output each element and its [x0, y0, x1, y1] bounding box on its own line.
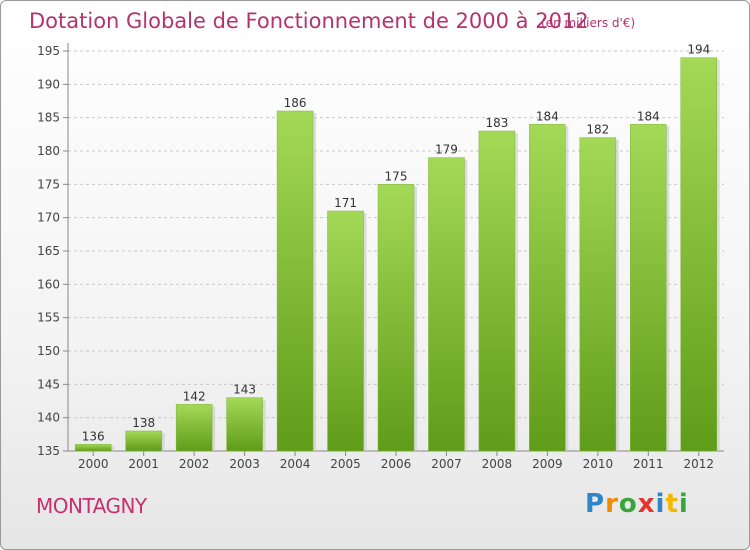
value-label: 142	[183, 389, 206, 403]
x-tick-label: 2004	[280, 457, 311, 471]
y-tick-label: 140	[37, 411, 60, 425]
commune-name: MONTAGNY	[36, 494, 147, 518]
bar-2005	[327, 210, 364, 452]
value-label: 184	[536, 109, 559, 123]
y-tick-label: 185	[37, 111, 60, 125]
value-label: 143	[233, 383, 256, 397]
y-tick-label: 145	[37, 377, 60, 391]
y-tick-label: 135	[37, 444, 60, 458]
value-label: 194	[687, 43, 710, 57]
x-tick-label: 2012	[683, 457, 714, 471]
bar-2003	[226, 397, 263, 452]
value-label: 171	[334, 196, 357, 210]
y-tick-label: 160	[37, 277, 60, 291]
value-label: 138	[132, 416, 155, 430]
bar-2001	[125, 430, 162, 452]
bar-2007	[428, 157, 465, 452]
bar-2012	[680, 57, 718, 452]
y-tick-label: 150	[37, 344, 60, 358]
y-tick-label: 155	[37, 311, 60, 325]
x-tick-label: 2008	[482, 457, 513, 471]
y-tick-label: 175	[37, 177, 60, 191]
x-tick-label: 2011	[633, 457, 664, 471]
proxiti-logo: Proxiti	[585, 489, 689, 519]
bar-2009	[529, 124, 566, 452]
y-tick-label: 190	[37, 77, 60, 91]
chart-unit: (en milliers d'€)	[541, 16, 636, 30]
x-tick-label: 2001	[128, 457, 159, 471]
bar-2006	[377, 184, 415, 452]
x-tick-label: 2007	[431, 457, 462, 471]
x-tick-label: 2006	[381, 457, 412, 471]
y-tick-label: 180	[37, 144, 60, 158]
value-label: 186	[284, 96, 307, 110]
value-label: 182	[586, 123, 609, 137]
x-tick-label: 2003	[229, 457, 260, 471]
value-label: 184	[637, 109, 660, 123]
bar-2008	[478, 130, 516, 452]
value-label: 136	[82, 429, 105, 443]
bar-2011	[630, 124, 667, 452]
x-tick-label: 2005	[330, 457, 361, 471]
x-tick-label: 2010	[583, 457, 614, 471]
value-label: 183	[485, 116, 508, 130]
x-tick-label: 2000	[78, 457, 109, 471]
x-tick-label: 2009	[532, 457, 563, 471]
y-tick-label: 195	[37, 44, 60, 58]
y-tick-label: 170	[37, 211, 60, 225]
x-tick-label: 2002	[179, 457, 210, 471]
value-label: 179	[435, 143, 458, 157]
bar-2002	[175, 404, 213, 452]
value-label: 175	[385, 169, 408, 183]
bar-2000	[74, 444, 112, 452]
bar-2010	[579, 137, 617, 452]
y-tick-label: 165	[37, 244, 60, 258]
bar-2004	[276, 110, 314, 452]
chart-title: Dotation Globale de Fonctionnement de 20…	[29, 9, 589, 33]
